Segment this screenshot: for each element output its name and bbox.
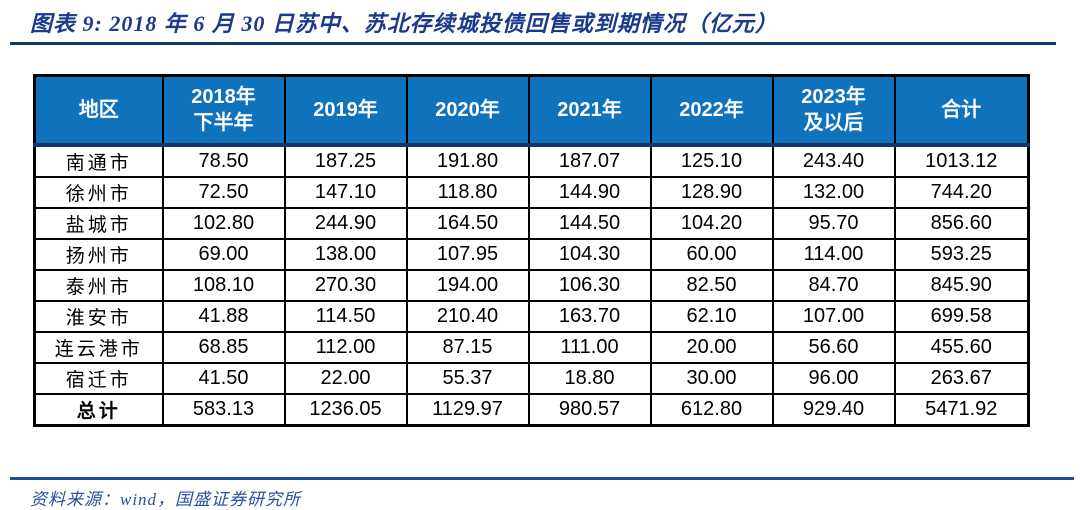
value-cell: 583.13 [161, 393, 286, 427]
value-cell: 164.50 [405, 207, 530, 240]
column-header-2018h2: 2018年 下半年 [161, 74, 286, 147]
value-cell: 107.00 [771, 300, 896, 333]
region-cell: 总计 [33, 393, 164, 427]
region-cell: 盐城市 [33, 207, 164, 240]
value-cell: 55.37 [405, 362, 530, 395]
table-row-yangzhou: 扬州市 69.00 138.00 107.95 104.30 60.00 114… [33, 238, 1030, 271]
value-cell: 612.80 [649, 393, 774, 427]
region-cell: 徐州市 [33, 176, 164, 209]
value-cell: 1236.05 [283, 393, 408, 427]
column-header-region: 地区 [33, 74, 164, 147]
value-cell: 56.60 [771, 331, 896, 364]
value-cell: 593.25 [893, 238, 1030, 271]
value-cell: 699.58 [893, 300, 1030, 333]
value-cell: 69.00 [161, 238, 286, 271]
table-row-lianyungang: 连云港市 68.85 112.00 87.15 111.00 20.00 56.… [33, 331, 1030, 364]
column-header-total: 合计 [893, 74, 1030, 147]
value-cell: 856.60 [893, 207, 1030, 240]
value-cell: 744.20 [893, 176, 1030, 209]
value-cell: 107.95 [405, 238, 530, 271]
value-cell: 22.00 [283, 362, 408, 395]
column-header-2020: 2020年 [405, 74, 530, 147]
value-cell: 210.40 [405, 300, 530, 333]
value-cell: 263.67 [893, 362, 1030, 395]
region-cell: 南通市 [33, 144, 164, 178]
value-cell: 68.85 [161, 331, 286, 364]
value-cell: 187.07 [527, 144, 652, 178]
table-row-suqian: 宿迁市 41.50 22.00 55.37 18.80 30.00 96.00 … [33, 362, 1030, 395]
region-cell: 宿迁市 [33, 362, 164, 395]
value-cell: 144.90 [527, 176, 652, 209]
value-cell: 95.70 [771, 207, 896, 240]
bond-maturity-table: 地区 2018年 下半年 2019年 2020年 2021年 2022年 202… [33, 74, 1030, 427]
header-row: 地区 2018年 下半年 2019年 2020年 2021年 2022年 202… [33, 74, 1030, 147]
figure-title: 图表 9: 2018 年 6 月 30 日苏中、苏北存续城投债回售或到期情况（亿… [30, 11, 778, 36]
value-cell: 20.00 [649, 331, 774, 364]
table-row-nantong: 南通市 78.50 187.25 191.80 187.07 125.10 24… [33, 144, 1030, 178]
value-cell: 125.10 [649, 144, 774, 178]
column-header-2021: 2021年 [527, 74, 652, 147]
table-row-taizhou: 泰州市 108.10 270.30 194.00 106.30 82.50 84… [33, 269, 1030, 302]
value-cell: 244.90 [283, 207, 408, 240]
value-cell: 114.50 [283, 300, 408, 333]
region-cell: 扬州市 [33, 238, 164, 271]
column-header-2019: 2019年 [283, 74, 408, 147]
value-cell: 128.90 [649, 176, 774, 209]
value-cell: 72.50 [161, 176, 286, 209]
value-cell: 114.00 [771, 238, 896, 271]
source-note: 资料来源：wind，国盛证券研究所 [30, 490, 302, 509]
table-row-huaian: 淮安市 41.88 114.50 210.40 163.70 62.10 107… [33, 300, 1030, 333]
value-cell: 102.80 [161, 207, 286, 240]
value-cell: 191.80 [405, 144, 530, 178]
title-divider [10, 42, 1056, 45]
value-cell: 980.57 [527, 393, 652, 427]
value-cell: 30.00 [649, 362, 774, 395]
value-cell: 845.90 [893, 269, 1030, 302]
column-header-2023plus: 2023年 及以后 [771, 74, 896, 147]
value-cell: 87.15 [405, 331, 530, 364]
table-row-yancheng: 盐城市 102.80 244.90 164.50 144.50 104.20 9… [33, 207, 1030, 240]
value-cell: 929.40 [771, 393, 896, 427]
value-cell: 82.50 [649, 269, 774, 302]
table-row-total: 总计 583.13 1236.05 1129.97 980.57 612.80 … [33, 393, 1030, 427]
bond-maturity-table-wrap: 地区 2018年 下半年 2019年 2020年 2021年 2022年 202… [33, 74, 1030, 427]
region-cell: 连云港市 [33, 331, 164, 364]
value-cell: 41.88 [161, 300, 286, 333]
value-cell: 138.00 [283, 238, 408, 271]
value-cell: 132.00 [771, 176, 896, 209]
value-cell: 270.30 [283, 269, 408, 302]
value-cell: 106.30 [527, 269, 652, 302]
value-cell: 1129.97 [405, 393, 530, 427]
footer-divider [10, 477, 1074, 480]
value-cell: 5471.92 [893, 393, 1030, 427]
value-cell: 41.50 [161, 362, 286, 395]
column-header-2022: 2022年 [649, 74, 774, 147]
value-cell: 84.70 [771, 269, 896, 302]
value-cell: 243.40 [771, 144, 896, 178]
value-cell: 18.80 [527, 362, 652, 395]
value-cell: 112.00 [283, 331, 408, 364]
value-cell: 144.50 [527, 207, 652, 240]
value-cell: 194.00 [405, 269, 530, 302]
value-cell: 104.20 [649, 207, 774, 240]
value-cell: 118.80 [405, 176, 530, 209]
value-cell: 163.70 [527, 300, 652, 333]
value-cell: 78.50 [161, 144, 286, 178]
value-cell: 1013.12 [893, 144, 1030, 178]
region-cell: 泰州市 [33, 269, 164, 302]
value-cell: 455.60 [893, 331, 1030, 364]
value-cell: 108.10 [161, 269, 286, 302]
value-cell: 60.00 [649, 238, 774, 271]
value-cell: 111.00 [527, 331, 652, 364]
value-cell: 104.30 [527, 238, 652, 271]
value-cell: 62.10 [649, 300, 774, 333]
table-row-xuzhou: 徐州市 72.50 147.10 118.80 144.90 128.90 13… [33, 176, 1030, 209]
region-cell: 淮安市 [33, 300, 164, 333]
value-cell: 187.25 [283, 144, 408, 178]
value-cell: 96.00 [771, 362, 896, 395]
value-cell: 147.10 [283, 176, 408, 209]
